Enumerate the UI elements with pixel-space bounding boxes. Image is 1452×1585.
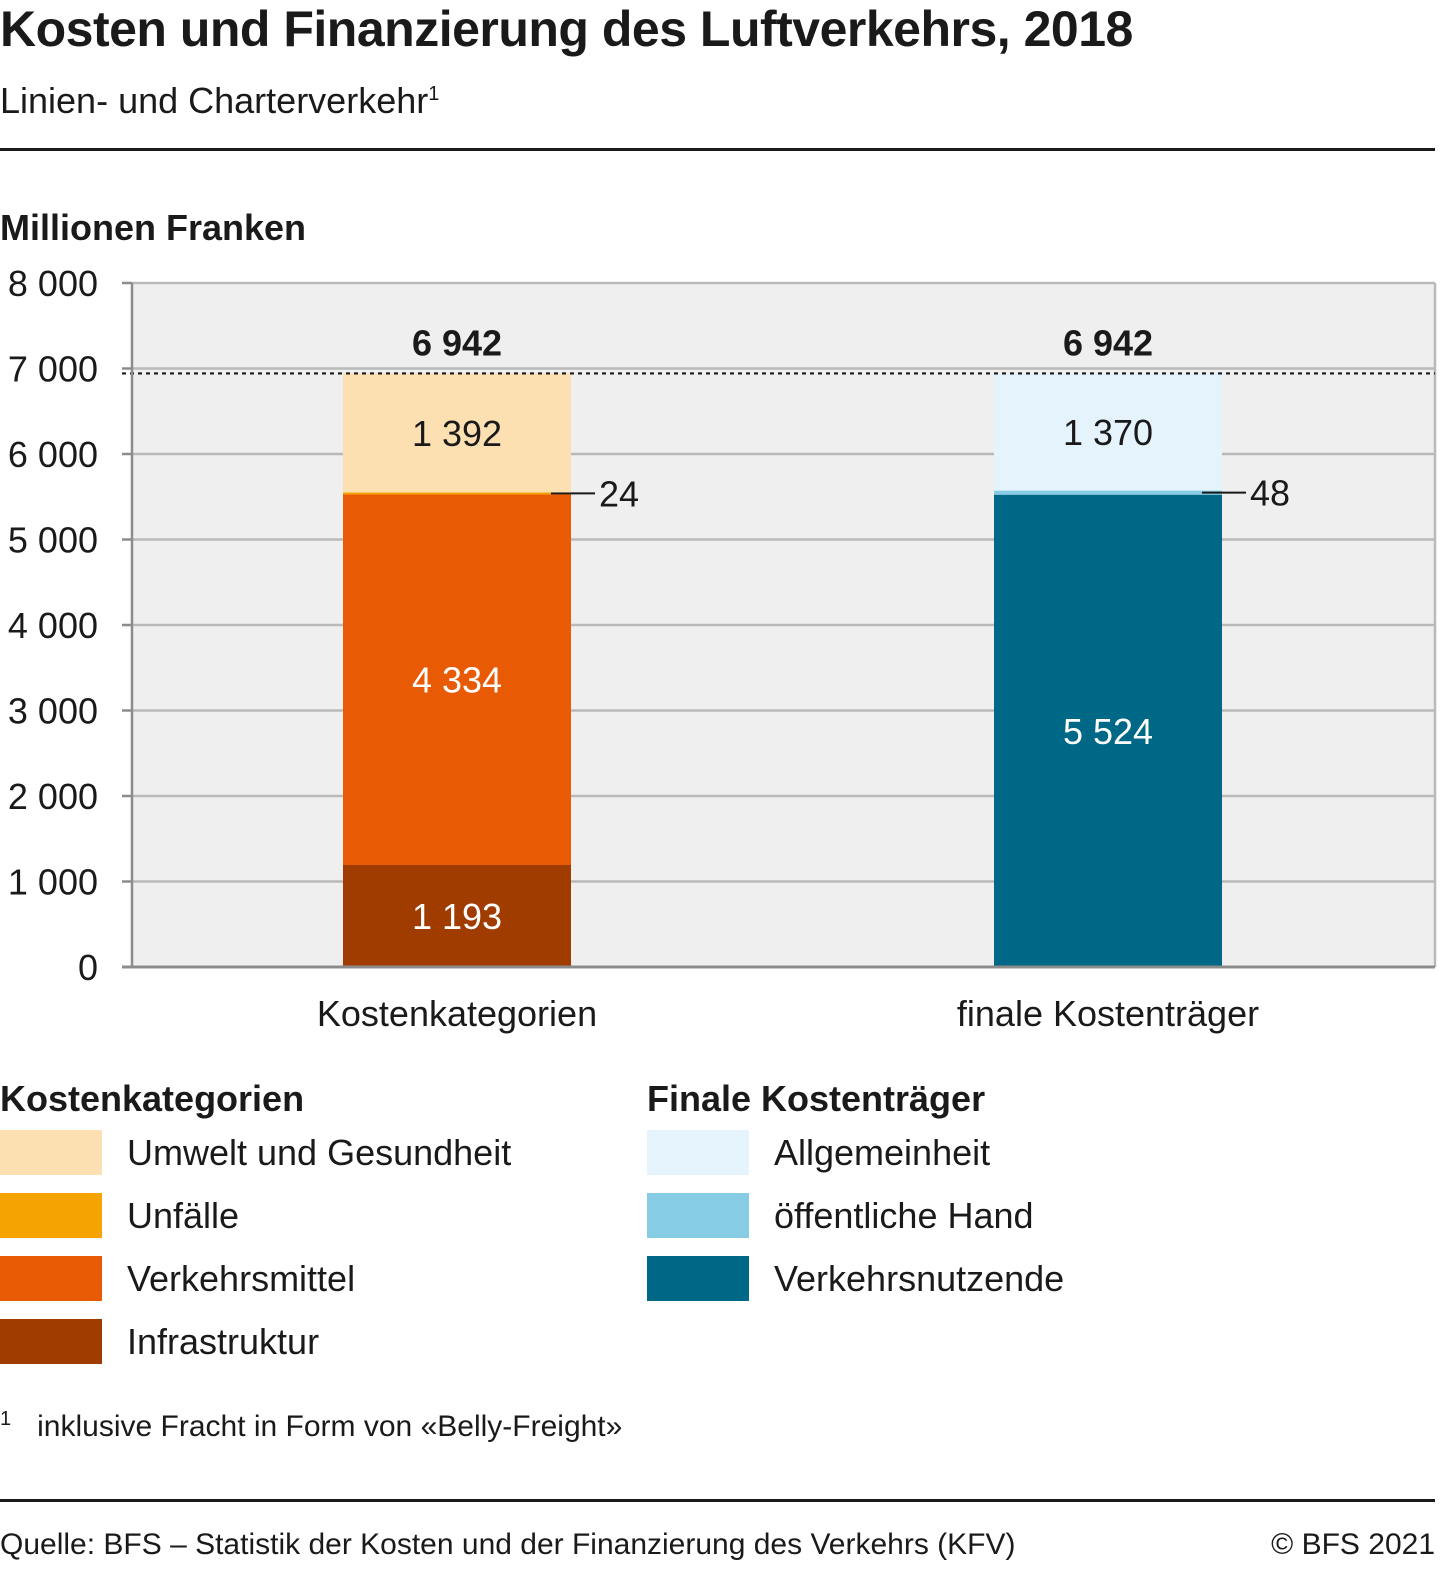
legend-label: öffentliche Hand <box>774 1195 1034 1236</box>
bar-total-label: 6 942 <box>412 322 502 363</box>
legend-item: öffentliche Hand <box>647 1193 1034 1256</box>
footnote-mark: 1 <box>0 1408 12 1430</box>
legend-label: Verkehrsmittel <box>127 1258 356 1299</box>
legend-item: Unfälle <box>0 1193 304 1256</box>
legend-title: Kostenkategorien <box>0 1078 305 1119</box>
legend-swatch <box>647 1193 749 1238</box>
legend-swatch <box>0 1319 102 1364</box>
legend-item: Infrastruktur <box>0 1319 319 1382</box>
legend-title: Finale Kostenträger <box>647 1078 986 1119</box>
segment-value-label: 48 <box>1250 473 1290 514</box>
segment-value-label: 1 392 <box>412 413 502 454</box>
legend-label: Verkehrsnutzende <box>774 1258 1065 1299</box>
copyright: © BFS 2021 <box>1271 1528 1435 1561</box>
legend-swatch <box>647 1130 749 1175</box>
bar-segment <box>343 864 571 967</box>
footnote-text: inklusive Fracht in Form von «Belly-Frei… <box>37 1410 623 1443</box>
y-tick-label: 6 000 <box>8 434 98 475</box>
segment-value-label: 24 <box>599 473 639 514</box>
legend-swatch <box>647 1256 749 1301</box>
legend-swatch <box>0 1130 102 1175</box>
legend-item: Verkehrsmittel <box>0 1256 355 1319</box>
y-tick-label: 8 000 <box>8 263 98 304</box>
segment-value-label: 5 524 <box>1063 711 1153 752</box>
stacked-bar-chart: Millionen Franken 0 1 000 2 000 3 000 4 000 5 … <box>0 207 1437 1034</box>
legend-item: Allgemeinheit <box>647 1130 990 1193</box>
chart-subtitle: Linien- und Charterverkehr1 <box>0 80 439 122</box>
segment-value-label: 4 334 <box>412 660 502 701</box>
bar-segment <box>994 373 1222 491</box>
subtitle-text: Linien- und Charterverkehr <box>0 80 429 121</box>
y-tick-label: 3 000 <box>8 691 98 732</box>
legend-swatch <box>0 1256 102 1301</box>
y-tick-label: 1 000 <box>8 862 98 903</box>
legend-group-kostenkategorien: Kostenkategorien Umwelt und Gesundheit Un… <box>0 1078 511 1382</box>
y-tick-label: 5 000 <box>8 520 98 561</box>
segment-value-label: 1 370 <box>1063 412 1153 453</box>
legend-label: Infrastruktur <box>127 1321 320 1362</box>
legend-group-finale-kostentraeger: Finale Kostenträger Allgemeinheit öffentl… <box>647 1078 1064 1319</box>
legend-label: Allgemeinheit <box>774 1132 991 1173</box>
header-rule <box>0 148 1435 151</box>
legend-label: Unfälle <box>127 1195 240 1236</box>
bar-segment <box>343 494 571 865</box>
legend-swatch <box>0 1193 102 1238</box>
legend-item: Verkehrsnutzende <box>647 1256 1064 1319</box>
chart-title: Kosten und Finanzierung des Luftverkehrs… <box>0 1 1133 57</box>
x-category-label: Kostenkategorien <box>317 993 597 1034</box>
y-tick-label: 7 000 <box>8 349 98 390</box>
legend-item: Umwelt und Gesundheit <box>0 1130 511 1193</box>
bar-segment <box>343 373 571 493</box>
source-note: Quelle: BFS – Statistik der Kosten und d… <box>0 1528 1016 1561</box>
footer-rule <box>0 1499 1435 1502</box>
bar-segment <box>994 494 1222 967</box>
legend-label: Umwelt und Gesundheit <box>127 1132 512 1173</box>
y-tick-label: 0 <box>78 947 98 988</box>
segment-value-label: 1 193 <box>412 896 502 937</box>
footnote: 1 inklusive Fracht in Form von «Belly-Fre… <box>0 1408 622 1444</box>
bar-segment <box>994 490 1222 495</box>
bar-segment <box>343 492 571 495</box>
y-tick-label: 2 000 <box>8 776 98 817</box>
y-axis-label: Millionen Franken <box>0 207 306 248</box>
y-tick-label: 4 000 <box>8 605 98 646</box>
subtitle-footnote-mark: 1 <box>428 83 440 105</box>
bar-total-label: 6 942 <box>1063 322 1153 363</box>
x-category-label: finale Kostenträger <box>957 993 1259 1034</box>
